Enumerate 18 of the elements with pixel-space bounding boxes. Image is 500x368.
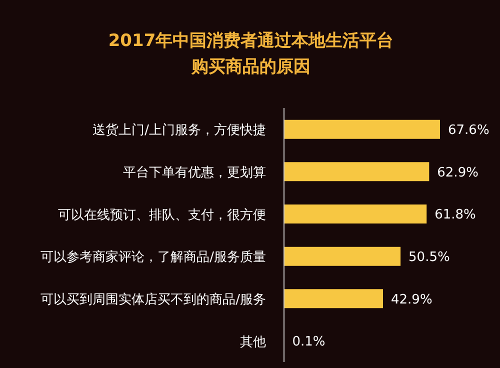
bar — [284, 120, 440, 139]
data-label: 42.9% — [391, 292, 432, 308]
y-tick-label: 平台下单有优惠，更划算 — [123, 166, 266, 180]
bar — [284, 289, 383, 308]
bar — [284, 246, 401, 266]
data-label: 50.5% — [408, 250, 450, 265]
data-label: 62.9% — [437, 165, 478, 180]
bar — [284, 204, 427, 224]
data-label: 67.6% — [448, 122, 490, 138]
y-tick-label: 可以参考商家评论，了解商品/服务质量 — [40, 249, 266, 266]
data-label: 0.1% — [292, 334, 326, 350]
bar — [284, 162, 430, 182]
y-tick-label: 送货上门/上门服务，方便快捷 — [92, 122, 266, 138]
y-tick-label: 可以买到周围实体店买不到的商品/服务 — [40, 292, 266, 308]
y-tick-label: 其他 — [240, 334, 266, 350]
data-label: 61.8% — [434, 208, 476, 223]
chart-title: 2017年中国消费者通过本地生活平台购买商品的原因 — [107, 30, 395, 79]
y-tick-label: 可以在线预订、排队、支付，很方便 — [58, 206, 266, 223]
